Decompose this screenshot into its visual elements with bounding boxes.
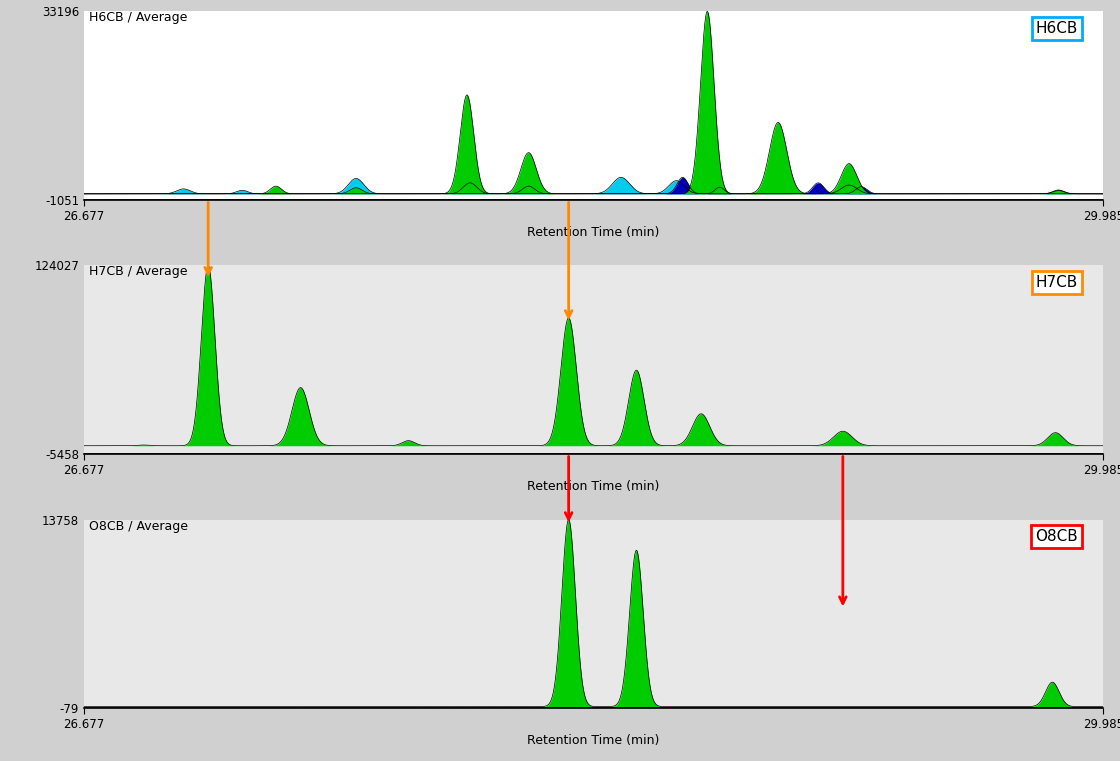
Text: O8CB / Average: O8CB / Average <box>90 520 188 533</box>
X-axis label: Retention Time (min): Retention Time (min) <box>528 480 660 493</box>
Text: H7CB / Average: H7CB / Average <box>90 266 187 279</box>
Text: O8CB: O8CB <box>1035 529 1077 544</box>
Text: H6CB: H6CB <box>1035 21 1077 36</box>
Text: H6CB / Average: H6CB / Average <box>90 11 187 24</box>
X-axis label: Retention Time (min): Retention Time (min) <box>528 734 660 747</box>
X-axis label: Retention Time (min): Retention Time (min) <box>528 226 660 239</box>
Text: H7CB: H7CB <box>1036 275 1077 290</box>
